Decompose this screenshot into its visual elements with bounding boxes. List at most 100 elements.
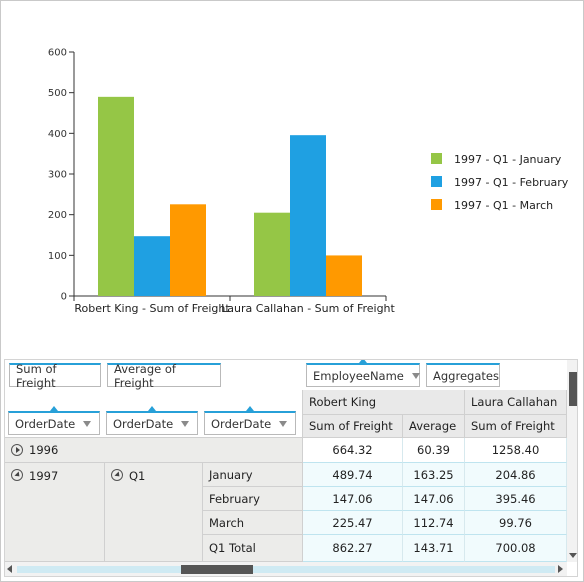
column-header-measure: Sum of Freight [303, 415, 403, 438]
cell-value: 395.46 [495, 491, 536, 506]
sort-asc-icon [148, 406, 156, 411]
row-header-january: January [203, 463, 303, 487]
filter-icon[interactable] [411, 372, 420, 379]
field-chip-average-of-freight[interactable]: Average of Freight [107, 361, 221, 390]
bar-1-1 [98, 96, 134, 296]
y-tick-label: 200 [48, 210, 67, 221]
expander-collapsed-icon[interactable] [11, 444, 23, 456]
expander-expanded-icon[interactable] [11, 469, 23, 481]
row-header-q1[interactable]: Q1 [105, 463, 203, 562]
cell-value: 225.47 [332, 515, 373, 530]
field-chip-aggregates[interactable]: Aggregates [426, 363, 500, 387]
row-header-label: Q1 [129, 469, 146, 483]
y-tick-label: 600 [48, 48, 67, 59]
row-header-label: February [209, 491, 260, 506]
field-chip-sum-of-freight[interactable]: Sum of Freight [9, 361, 101, 390]
bar-1-2 [134, 236, 170, 296]
cell-value: 664.32 [332, 443, 373, 457]
sort-asc-icon [246, 406, 254, 411]
value-cell: 147.06 [403, 487, 465, 511]
y-tick-label: 0 [61, 292, 67, 303]
cell-value: 147.06 [413, 491, 454, 506]
value-cell: 60.39 [403, 438, 465, 463]
value-cell: 225.47 [303, 511, 403, 535]
row-header-march: March [203, 511, 303, 535]
cell-value: 143.71 [413, 541, 454, 555]
row-header-label: 1996 [29, 443, 59, 457]
y-tick-label: 500 [48, 88, 67, 99]
bar-2-3 [326, 255, 362, 296]
cell-value: 112.74 [413, 515, 454, 530]
value-cell: 1258.40 [465, 438, 567, 463]
cell-value: 862.27 [332, 541, 373, 555]
y-tick-label: 400 [48, 129, 67, 140]
value-cell: 395.46 [465, 487, 567, 511]
field-chip-label: Average of Freight [114, 361, 176, 390]
bar-2-1 [254, 212, 290, 296]
value-cell: 700.08 [465, 535, 567, 562]
y-tick-label: 300 [48, 170, 67, 181]
filter-icon[interactable] [181, 420, 190, 427]
sort-asc-icon [50, 406, 58, 411]
cell-value: 489.74 [332, 467, 373, 482]
cell-value: 60.39 [417, 443, 450, 457]
row-header-label: 1997 [29, 469, 59, 483]
row-field-chip-orderdate-year[interactable]: OrderDate [8, 406, 100, 435]
field-chip-label: OrderDate [113, 416, 174, 431]
field-chip-label: OrderDate [15, 416, 76, 431]
row-header-label: March [209, 515, 245, 530]
row-field-chip-orderdate-month[interactable]: OrderDate [204, 406, 296, 435]
value-cell: 204.86 [465, 463, 567, 487]
vertical-scrollbar[interactable] [567, 360, 577, 562]
y-tick-label: 100 [48, 251, 67, 262]
scroll-right-arrow-icon[interactable] [558, 565, 563, 573]
value-cell: 489.74 [303, 463, 403, 487]
row-header-label: January [209, 467, 253, 482]
column-header-label: Sum of Freight [309, 419, 393, 433]
bar-2-2 [290, 135, 326, 296]
scroll-left-arrow-icon[interactable] [7, 565, 12, 573]
cell-value: 99.76 [499, 515, 532, 530]
expander-expanded-icon[interactable] [111, 469, 123, 481]
filter-icon[interactable] [279, 420, 288, 427]
field-chip-label: OrderDate [211, 416, 272, 431]
column-header-label: Robert King [309, 395, 377, 409]
bar-1-3 [170, 204, 206, 296]
field-chip-label: EmployeeName [313, 368, 404, 383]
row-field-chip-orderdate-quarter[interactable]: OrderDate [106, 406, 198, 435]
field-chip-label: Sum of Freight [16, 361, 57, 390]
x-category-label: Robert King - Sum of Freight [74, 302, 230, 315]
sort-asc-icon [359, 360, 367, 363]
cell-value: 700.08 [495, 541, 536, 555]
column-header-label: Average [409, 419, 457, 433]
cell-value: 204.86 [495, 467, 536, 482]
legend-label: 1997 - Q1 - February [454, 176, 569, 189]
horizontal-scrollbar[interactable] [5, 562, 567, 576]
value-cell: 143.71 [403, 535, 465, 562]
value-cell: 147.06 [303, 487, 403, 511]
row-header-1996[interactable]: 1996 [5, 438, 303, 463]
cell-value: 1258.40 [491, 443, 540, 457]
field-chip-employeename[interactable]: EmployeeName [306, 360, 420, 387]
legend-swatch [431, 153, 442, 164]
row-header-label: Q1 Total [209, 541, 256, 555]
pivot-grid: Sum of Freight Average of Freight Employ… [4, 359, 578, 577]
column-header-measure: Average [403, 415, 465, 438]
row-header-q1-total: Q1 Total [203, 535, 303, 562]
column-header-label: Sum of Freight [471, 419, 555, 433]
horizontal-scrollbar-thumb[interactable] [181, 565, 253, 574]
x-category-label: Laura Callahan - Sum of Freight [221, 302, 395, 315]
legend-swatch [431, 176, 442, 187]
legend-swatch [431, 199, 442, 210]
vertical-scrollbar-thumb[interactable] [569, 372, 577, 406]
horizontal-scrollbar-track[interactable] [17, 566, 555, 573]
scroll-down-arrow-icon[interactable] [569, 553, 577, 558]
column-header-employee: Laura Callahan [465, 390, 567, 415]
row-header-1997[interactable]: 1997 [5, 463, 105, 562]
cell-value: 147.06 [332, 491, 373, 506]
column-header-employee: Robert King [303, 390, 465, 415]
value-cell: 163.25 [403, 463, 465, 487]
legend-label: 1997 - Q1 - January [454, 153, 562, 166]
column-header-label: Laura Callahan [471, 395, 558, 409]
filter-icon[interactable] [83, 420, 92, 427]
